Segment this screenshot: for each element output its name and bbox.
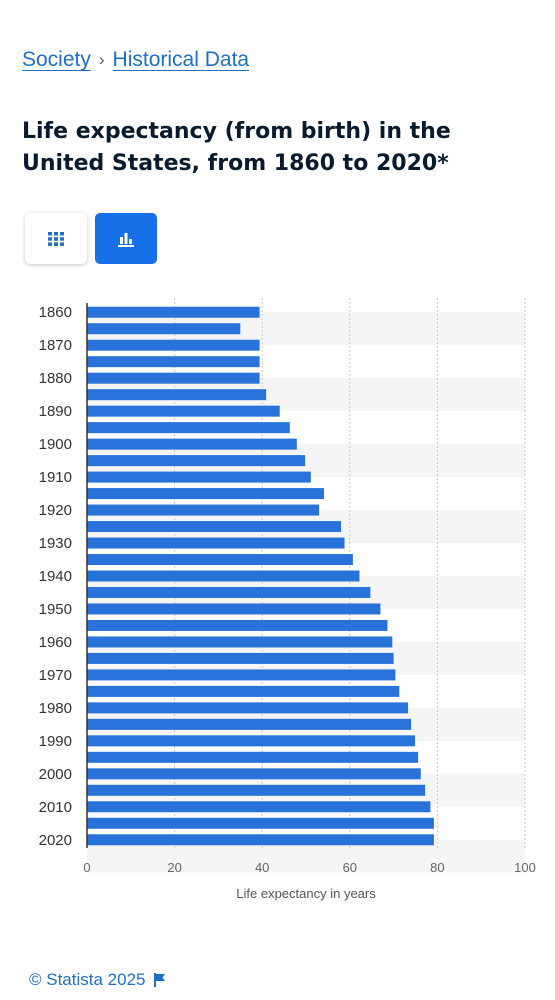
bar-chart: 1860 1870 1880 1890 1900 1910 1920 1930 1940 1950… [39,298,536,901]
bar-1915[interactable] [87,488,324,500]
y-tick-label: 2020 [39,832,72,849]
bar-1965[interactable] [87,652,394,664]
bar-1940[interactable] [87,570,360,582]
y-tick-label: 1980 [39,700,72,717]
bar-2005[interactable] [87,784,426,796]
bar-1895[interactable] [87,422,290,434]
bar-1945[interactable] [87,586,371,598]
bar-1955[interactable] [87,619,388,631]
x-tick-label: 20 [167,860,181,875]
y-tick-label: 1870 [39,337,72,354]
y-tick-label: 1890 [39,403,72,420]
x-tick-label: 40 [255,860,269,875]
bar-chart-icon [118,232,134,247]
bar-1875[interactable] [87,356,260,368]
y-tick-label: 1970 [39,667,72,684]
breadcrumb-society-link[interactable]: Society [22,48,91,71]
y-tick-label: 1860 [39,304,72,321]
bar-1870[interactable] [87,339,260,351]
y-tick-label: 2000 [39,766,72,783]
bar-1930[interactable] [87,537,345,549]
y-tick-label: 1880 [39,370,72,387]
x-axis-label: Life expectancy in years [236,886,376,901]
breadcrumb: Society › Historical Data [22,48,249,72]
bar-1925[interactable] [87,521,342,533]
y-tick-label: 2010 [39,799,72,816]
bar-1975[interactable] [87,685,400,697]
bar-1970[interactable] [87,669,396,681]
bar-1890[interactable] [87,405,280,417]
bar-1990[interactable] [87,735,416,747]
x-tick-label: 60 [343,860,357,875]
bar-1950[interactable] [87,603,381,615]
y-tick-label: 1920 [39,502,72,519]
bar-1960[interactable] [87,636,393,648]
y-tick-label: 1960 [39,634,72,651]
bar-1920[interactable] [87,504,320,516]
chart-view-button[interactable] [95,213,157,264]
y-tick-label: 1910 [39,469,72,486]
x-tick-label: 0 [83,860,90,875]
page-title: Life expectancy (from birth) in the Unit… [22,119,451,176]
copyright-text: © Statista 2025 [29,970,146,989]
breadcrumb-separator: › [98,50,105,69]
y-tick-label: 1930 [39,535,72,552]
bar-1880[interactable] [87,372,260,384]
bar-1910[interactable] [87,471,311,483]
table-grid-icon [48,231,64,246]
bar-1865[interactable] [87,323,241,335]
bar-2020[interactable] [87,834,434,846]
bar-1935[interactable] [87,554,353,566]
y-tick-label: 1990 [39,733,72,750]
breadcrumb-historical-data-link[interactable]: Historical Data [112,48,250,71]
flag-icon[interactable] [153,973,166,987]
x-tick-label: 100 [514,860,536,875]
bar-1905[interactable] [87,455,306,467]
bar-1900[interactable] [87,438,297,450]
y-tick-label: 1940 [39,568,72,585]
bar-1885[interactable] [87,389,267,401]
y-tick-label: 1950 [39,601,72,618]
bar-2015[interactable] [87,817,434,829]
bar-1980[interactable] [87,702,409,714]
bar-1860[interactable] [87,306,260,318]
bar-2010[interactable] [87,801,431,813]
bar-1995[interactable] [87,751,419,763]
y-tick-label: 1900 [39,436,72,453]
table-view-button[interactable] [25,213,87,264]
footer: © Statista 2025 [29,970,166,990]
x-tick-label: 80 [430,860,444,875]
bar-1985[interactable] [87,718,412,730]
bar-2000[interactable] [87,768,421,780]
